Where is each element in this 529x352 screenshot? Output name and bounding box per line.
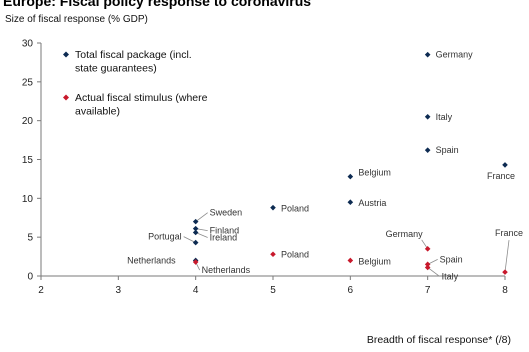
total-label-austria: Austria bbox=[358, 198, 386, 208]
y-tick-label: 5 bbox=[27, 233, 33, 244]
actual-label-poland: Poland bbox=[281, 249, 309, 259]
total-label-sweden: Sweden bbox=[210, 208, 243, 218]
total-point-poland bbox=[270, 204, 276, 211]
label-leader-line bbox=[195, 212, 208, 222]
total-label-finland: Finland bbox=[210, 226, 240, 236]
total-point-portugal bbox=[192, 239, 199, 246]
x-tick-label: 6 bbox=[348, 285, 354, 296]
actual-label-belgium: Belgium bbox=[358, 256, 391, 266]
axes: 0 5 10 15 20 25 30 2 3 4 5 6 7 8 bbox=[22, 39, 508, 297]
total-label-germany: Germany bbox=[436, 50, 474, 60]
label-leader-line bbox=[427, 267, 440, 277]
point-labels: Germany Italy Spain France Belgium Austria Pol… bbox=[127, 50, 523, 282]
x-tick-label: 8 bbox=[502, 285, 508, 296]
legend: Total fiscal package (incl. state guarant… bbox=[63, 49, 208, 118]
total-label-ireland: Ireland bbox=[210, 233, 238, 243]
y-axis-label: Size of fiscal response (% GDP) bbox=[5, 14, 148, 25]
x-tick-label: 2 bbox=[38, 285, 44, 296]
total-label-italy: Italy bbox=[436, 112, 453, 122]
data-points bbox=[192, 51, 508, 275]
x-tick-label: 5 bbox=[270, 285, 276, 296]
label-leader-line bbox=[195, 232, 208, 238]
label-leaders bbox=[183, 212, 510, 277]
actual-point-netherlands bbox=[192, 259, 199, 265]
total-label-portugal: Portugal bbox=[148, 232, 182, 242]
total-point-finland bbox=[192, 225, 199, 232]
actual-point-spain bbox=[424, 261, 431, 268]
actual-label-germany: Germany bbox=[386, 229, 424, 239]
actual-label-netherlands: Netherlands bbox=[202, 265, 251, 275]
total-label-belgium: Belgium bbox=[358, 168, 391, 178]
y-tick-label: 20 bbox=[22, 116, 34, 127]
y-tick-label: 0 bbox=[27, 272, 33, 283]
actual-point-france bbox=[502, 269, 508, 275]
x-tick-label: 7 bbox=[425, 285, 431, 296]
y-tick-label: 15 bbox=[22, 155, 34, 166]
total-point-france bbox=[502, 162, 508, 168]
total-point-austria bbox=[347, 199, 354, 206]
total-point-sweden bbox=[192, 218, 199, 225]
chart-title: Europe: Fiscal policy response to corona… bbox=[3, 0, 311, 9]
total-point-italy bbox=[424, 113, 431, 120]
total-label-france: France bbox=[487, 171, 515, 181]
x-tick-label: 3 bbox=[116, 285, 122, 296]
total-point-belgium bbox=[347, 173, 354, 180]
y-tick-label: 10 bbox=[22, 194, 34, 205]
actual-label-italy: Italy bbox=[442, 271, 459, 281]
actual-point-germany bbox=[424, 246, 431, 252]
total-label-poland: Poland bbox=[281, 204, 309, 214]
actual-label-france: France bbox=[495, 228, 523, 238]
total-point-germany bbox=[424, 51, 431, 58]
total-label-spain: Spain bbox=[436, 145, 459, 155]
label-leader-line bbox=[183, 236, 196, 243]
total-point-spain bbox=[424, 147, 431, 153]
y-tick-label: 25 bbox=[22, 77, 34, 88]
legend-marker-total bbox=[63, 51, 69, 58]
legend-label-actual: Actual fiscal stimulus (where bbox=[75, 92, 208, 104]
x-tick-label: 4 bbox=[193, 285, 199, 296]
legend-label-total: state guarantees) bbox=[75, 63, 157, 75]
x-axis-label: Breadth of fiscal response* (/8) bbox=[367, 334, 511, 346]
actual-point-italy bbox=[424, 264, 431, 271]
actual-point-poland bbox=[270, 251, 276, 258]
label-leader-line bbox=[504, 240, 510, 273]
legend-label-total: Total fiscal package (incl. bbox=[75, 49, 192, 61]
legend-marker-actual bbox=[63, 94, 69, 101]
actual-point-belgium bbox=[347, 257, 354, 264]
legend-label-actual: available) bbox=[75, 106, 120, 118]
total-label-netherlands: Netherlands bbox=[127, 255, 176, 265]
total-point-ireland bbox=[192, 229, 199, 236]
y-tick-label: 30 bbox=[22, 39, 34, 50]
actual-label-spain: Spain bbox=[440, 254, 463, 264]
